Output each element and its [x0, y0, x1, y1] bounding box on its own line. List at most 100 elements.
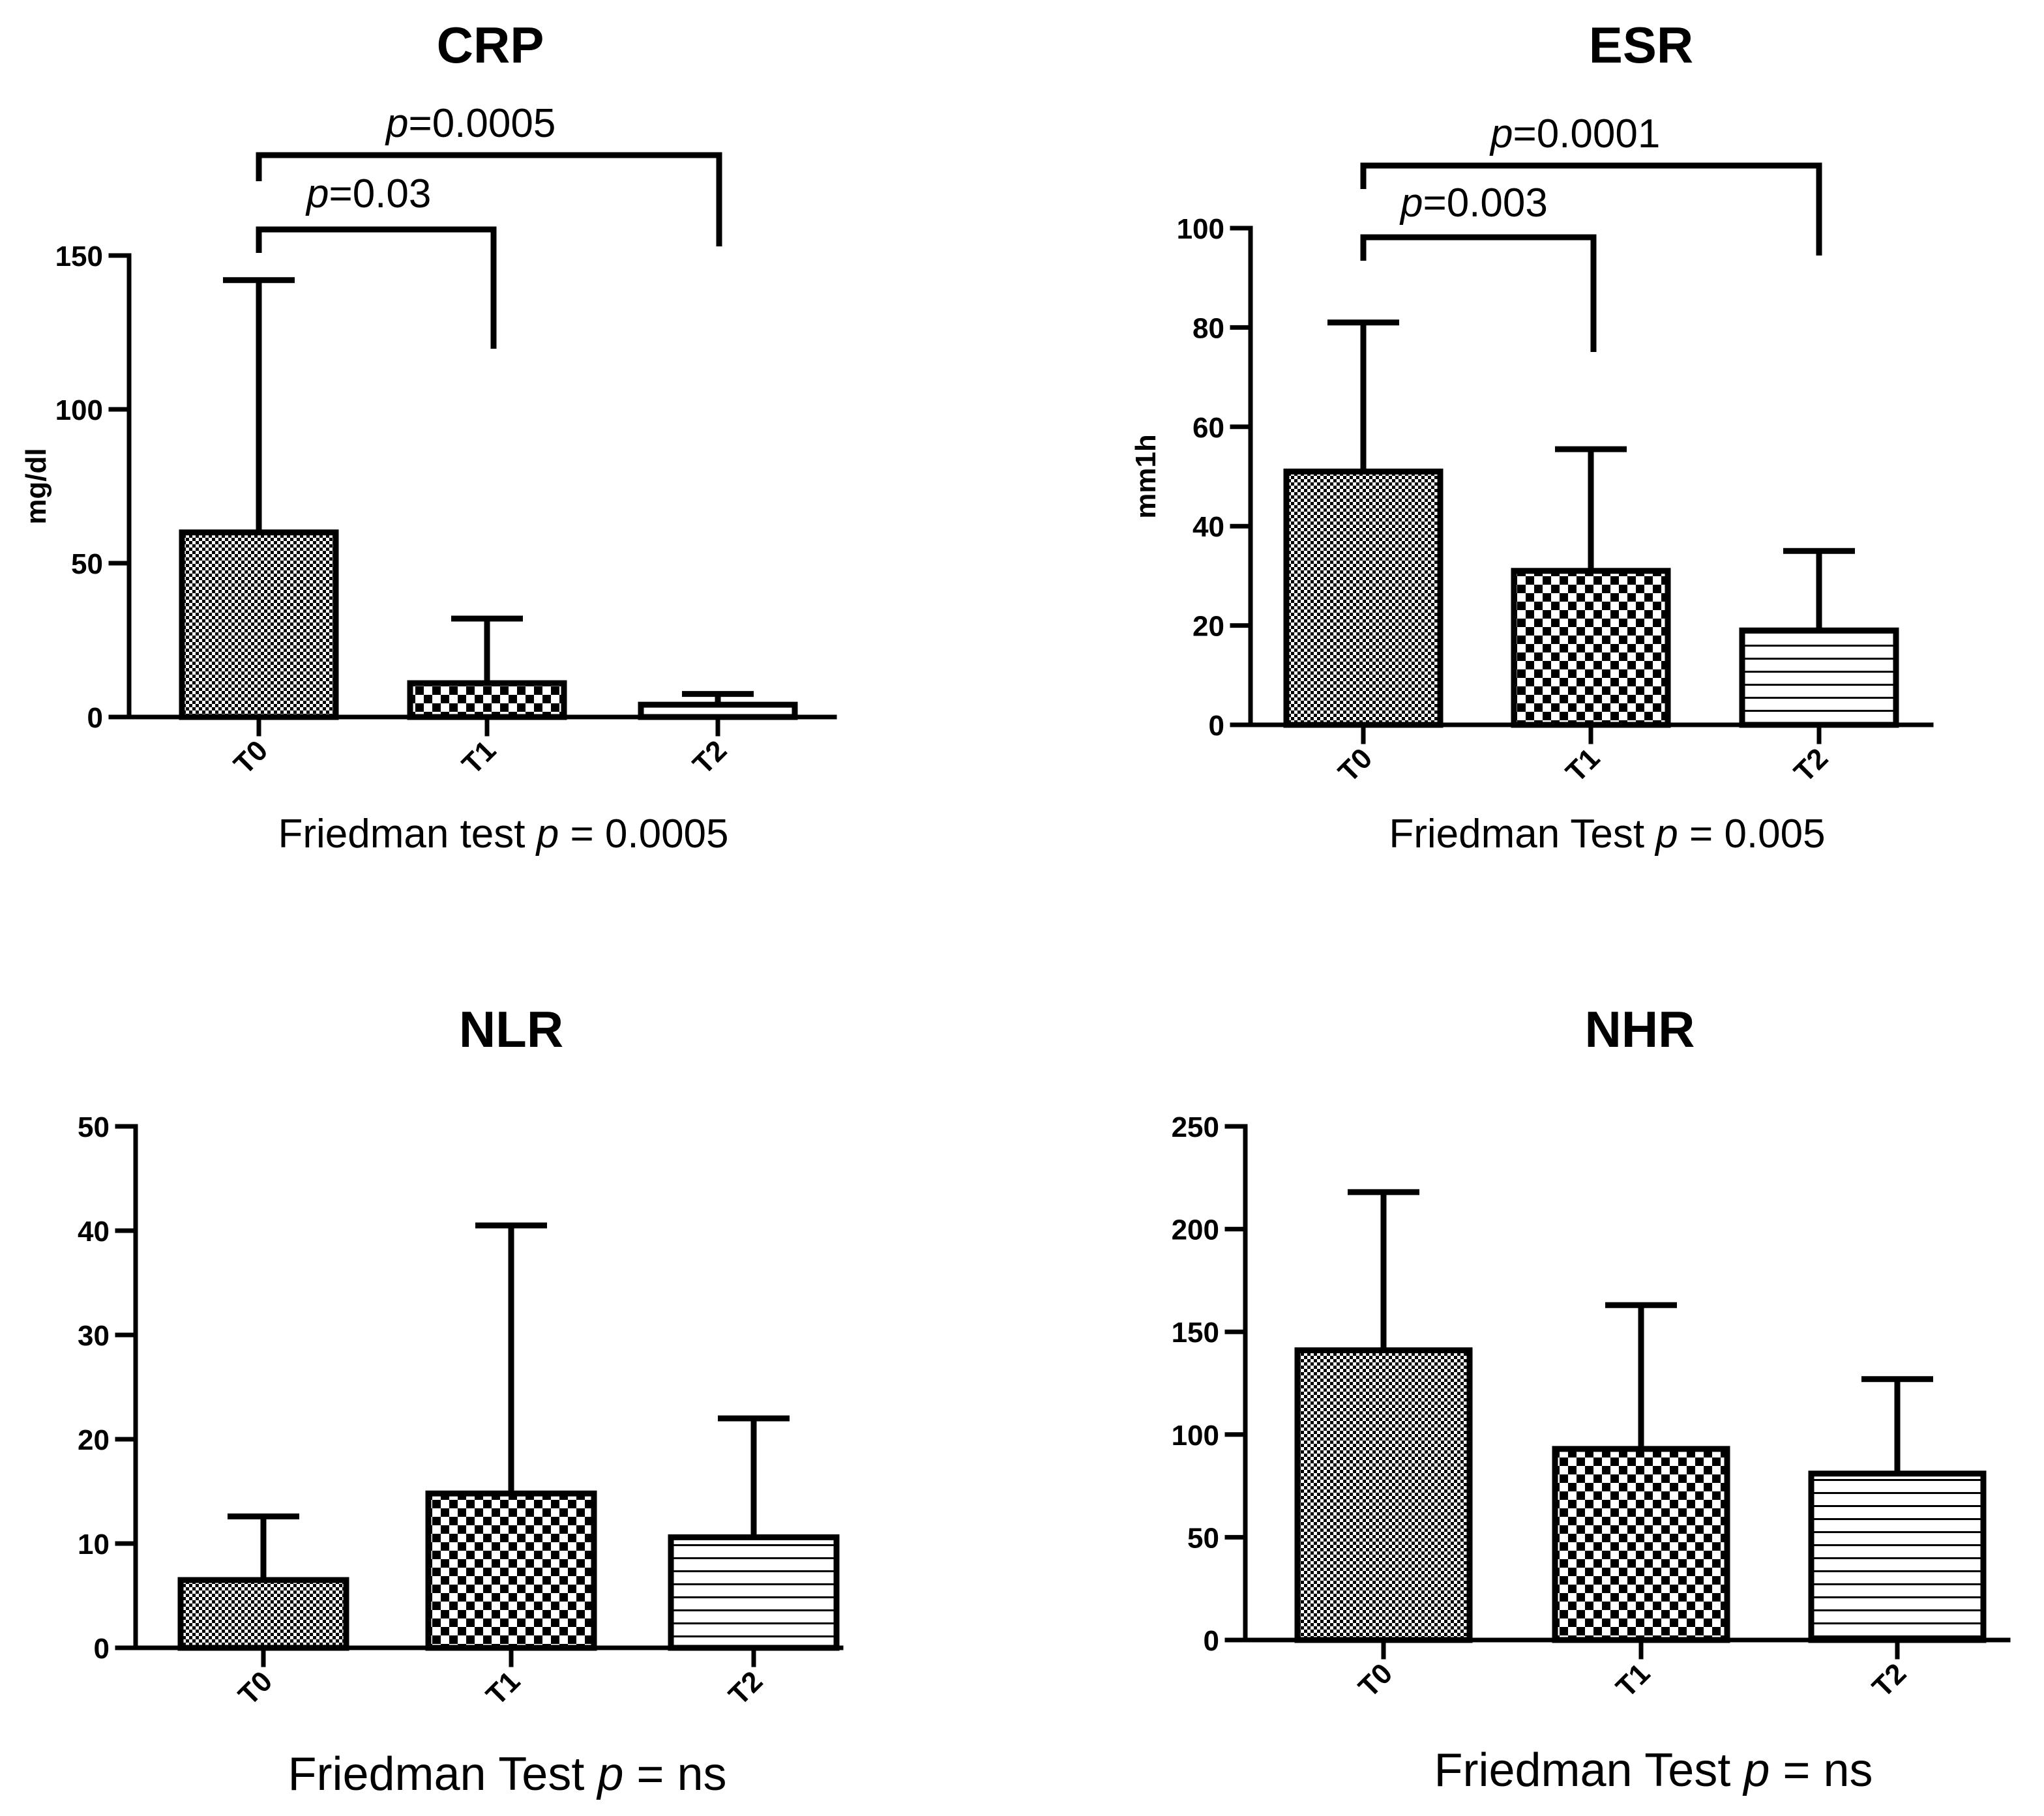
friedman-test-caption: Friedman Test p = ns	[288, 1748, 726, 1800]
p-symbol: p	[305, 171, 329, 216]
y-tick-label: 100	[55, 394, 103, 426]
caption-prefix: Friedman Test	[1434, 1744, 1743, 1796]
y-tick-label: 50	[1187, 1522, 1219, 1554]
y-tick-label: 20	[1192, 611, 1224, 643]
significance-bracket	[1360, 162, 1822, 256]
x-tick-label: T0	[1352, 1658, 1399, 1704]
y-tick-label: 20	[78, 1424, 110, 1456]
y-tick-label: 200	[1172, 1214, 1219, 1246]
error-bar-t0	[1327, 319, 1399, 472]
friedman-test-caption: Friedman test p = 0.0005	[278, 812, 728, 857]
significance-bracket	[1360, 234, 1597, 352]
bar-t2	[1739, 627, 1899, 728]
y-tick-label: 30	[78, 1320, 110, 1352]
x-tick-label: T1	[1610, 1658, 1656, 1704]
x-tick-label: T1	[1560, 742, 1606, 789]
caption-suffix: = ns	[1770, 1744, 1873, 1796]
y-tick-label: 0	[87, 702, 103, 734]
friedman-test-caption: Friedman Test p = 0.005	[1389, 812, 1825, 857]
p-value-text: =0.0005	[408, 101, 555, 146]
p-symbol: p	[1399, 181, 1423, 226]
significance-bracket	[256, 226, 497, 349]
bar-t1	[425, 1490, 597, 1651]
p-value-text: =0.0001	[1513, 111, 1660, 156]
y-tick-label: 50	[78, 1111, 110, 1143]
bar-t0	[1294, 1347, 1473, 1643]
y-tick-label: 150	[1172, 1317, 1219, 1349]
error-bar-t2	[682, 691, 754, 705]
error-bar-t0	[228, 1513, 299, 1580]
x-tick-label: T1	[480, 1665, 526, 1712]
y-tick-label: 10	[78, 1529, 110, 1560]
y-tick-label: 250	[1172, 1111, 1219, 1143]
p-value-annotation: p=0.0001	[1489, 111, 1660, 156]
chart-title: NLR	[459, 1001, 563, 1058]
chart-title: CRP	[437, 16, 544, 74]
bar-t0	[179, 529, 339, 720]
error-bar-t1	[1605, 1302, 1677, 1449]
y-tick-label: 0	[94, 1633, 110, 1665]
error-bar-t1	[1555, 446, 1627, 571]
caption-prefix: Friedman test	[278, 812, 536, 857]
chart-panel-nhr: NHR 0 50 100 150 200 250 T0 T1 T2 Friedman Test p …	[1172, 1001, 2011, 1796]
caption-p-symbol: p	[1742, 1744, 1770, 1796]
bar-t1	[407, 680, 567, 720]
x-tick-label: T2	[722, 1665, 769, 1712]
p-value-annotation: p=0.003	[1399, 181, 1548, 226]
y-tick-label: 0	[1209, 710, 1224, 742]
p-symbol: p	[385, 101, 408, 146]
significance-bracket	[256, 152, 722, 246]
y-tick-label: 100	[1172, 1420, 1219, 1452]
x-tick-label: T1	[456, 735, 502, 781]
caption-suffix: = 0.0005	[559, 812, 728, 857]
bar-t1	[1511, 568, 1671, 728]
p-value-text: =0.03	[329, 171, 431, 216]
y-tick-label: 100	[1177, 213, 1224, 245]
y-tick-label: 150	[55, 241, 103, 272]
caption-p-symbol: p	[535, 812, 559, 857]
caption-prefix: Friedman Test	[1389, 812, 1655, 857]
x-tick-label: T0	[228, 735, 274, 781]
bar-t0	[1283, 468, 1444, 728]
y-tick-label: 50	[71, 548, 103, 580]
chart-title: ESR	[1589, 16, 1693, 74]
y-tick-label: 40	[1192, 511, 1224, 543]
error-bar-t0	[1348, 1189, 1419, 1351]
y-axis-label: mg/dl	[20, 448, 52, 524]
caption-prefix: Friedman Test	[288, 1748, 597, 1800]
chart-title: NHR	[1585, 1001, 1695, 1058]
y-tick-label: 40	[78, 1216, 110, 1248]
error-bar-t0	[223, 277, 295, 533]
y-tick-label: 0	[1204, 1625, 1219, 1657]
x-tick-label: T2	[1788, 742, 1834, 789]
bar-t2	[1808, 1471, 1987, 1643]
error-bar-t1	[475, 1222, 547, 1494]
caption-suffix: = ns	[623, 1748, 726, 1800]
p-value-annotation: p=0.0005	[385, 101, 555, 146]
bar-t0	[177, 1577, 349, 1651]
x-tick-label: T2	[1866, 1658, 1912, 1704]
caption-suffix: = 0.005	[1678, 812, 1826, 857]
bar-t1	[1552, 1446, 1730, 1643]
x-tick-label: T0	[232, 1665, 278, 1712]
error-bar-t2	[718, 1415, 790, 1538]
bar-t2	[668, 1534, 840, 1651]
chart-panel-nlr: NLR 0 10 20 30 40 50 T0 T1 T2 Friedman Test p = ns	[78, 1001, 844, 1800]
x-tick-label: T2	[687, 735, 733, 781]
p-value-text: =0.003	[1423, 181, 1547, 226]
caption-p-symbol: p	[1654, 812, 1678, 857]
error-bar-t2	[1861, 1376, 1933, 1474]
friedman-test-caption: Friedman Test p = ns	[1434, 1744, 1873, 1796]
y-tick-label: 80	[1192, 312, 1224, 344]
caption-p-symbol: p	[596, 1748, 623, 1800]
p-value-annotation: p=0.03	[305, 171, 431, 216]
x-tick-label: T0	[1332, 742, 1378, 789]
y-axis-label: mm1h	[1130, 434, 1162, 519]
error-bar-t2	[1783, 548, 1855, 631]
error-bar-t1	[451, 615, 523, 684]
p-symbol: p	[1489, 111, 1513, 156]
